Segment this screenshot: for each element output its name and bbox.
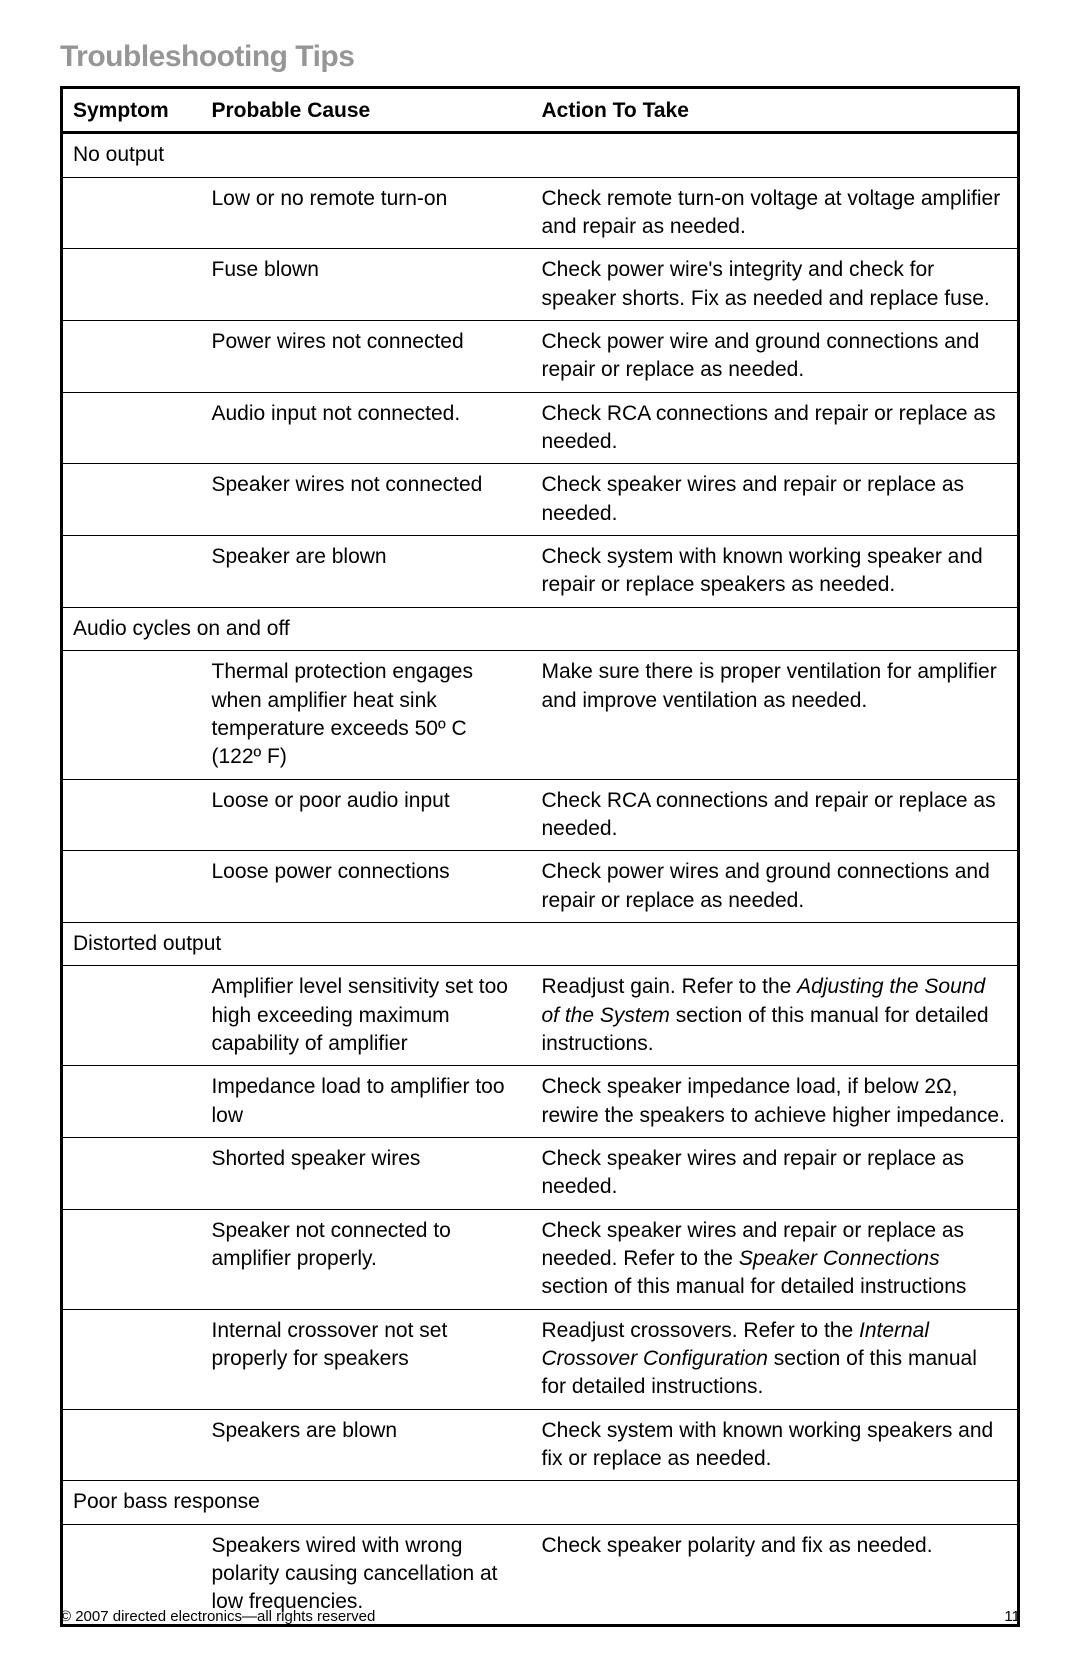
symptom-cell: [62, 177, 202, 249]
cause-cell: Fuse blown: [202, 249, 532, 321]
symptom-cell: [62, 1066, 202, 1138]
table-row: Shorted speaker wiresCheck speaker wires…: [62, 1137, 1019, 1209]
header-action: Action To Take: [532, 88, 1019, 133]
header-symptom: Symptom: [62, 88, 202, 133]
footer-copyright: © 2007 directed electronics—all rights r…: [60, 1608, 375, 1625]
symptom-cell: [62, 321, 202, 393]
action-cell: Check system with known working speaker …: [532, 536, 1019, 608]
symptom-cell: Audio cycles on and off: [62, 607, 1019, 650]
cause-cell: Power wires not connected: [202, 321, 532, 393]
cause-cell: Speaker not connected to amplifier prope…: [202, 1209, 532, 1309]
action-cell: Check speaker wires and repair or replac…: [532, 1209, 1019, 1309]
table-row: Speakers are blownCheck system with know…: [62, 1409, 1019, 1481]
manual-section-reference: Internal Crossover Configuration: [542, 1319, 930, 1370]
table-row: Fuse blownCheck power wire's integrity a…: [62, 249, 1019, 321]
symptom-cell: [62, 1309, 202, 1409]
symptom-cell: [62, 464, 202, 536]
symptom-cell: Poor bass response: [62, 1481, 1019, 1524]
action-cell: Check power wire and ground connections …: [532, 321, 1019, 393]
table-row: Audio input not connected.Check RCA conn…: [62, 392, 1019, 464]
cause-cell: Speakers are blown: [202, 1409, 532, 1481]
table-row: Loose power connectionsCheck power wires…: [62, 851, 1019, 923]
cause-cell: Loose or poor audio input: [202, 779, 532, 851]
action-cell: Check speaker wires and repair or replac…: [532, 464, 1019, 536]
table-section-row: Audio cycles on and off: [62, 607, 1019, 650]
action-cell: Make sure there is proper ventilation fo…: [532, 651, 1019, 779]
action-cell: Readjust gain. Refer to the Adjusting th…: [532, 966, 1019, 1066]
table-row: Speaker not connected to amplifier prope…: [62, 1209, 1019, 1309]
action-cell: Check power wires and ground connections…: [532, 851, 1019, 923]
cause-cell: Amplifier level sensitivity set too high…: [202, 966, 532, 1066]
table-row: Amplifier level sensitivity set too high…: [62, 966, 1019, 1066]
cause-cell: Low or no remote turn-on: [202, 177, 532, 249]
action-cell: Check RCA connections and repair or repl…: [532, 392, 1019, 464]
cause-cell: Speaker are blown: [202, 536, 532, 608]
action-cell: Check RCA connections and repair or repl…: [532, 779, 1019, 851]
table-section-row: No output: [62, 133, 1019, 177]
action-cell: Check power wire's integrity and check f…: [532, 249, 1019, 321]
cause-cell: Speaker wires not connected: [202, 464, 532, 536]
troubleshooting-table: Symptom Probable Cause Action To Take No…: [60, 86, 1020, 1627]
action-cell: Check system with known working speakers…: [532, 1409, 1019, 1481]
cause-cell: Shorted speaker wires: [202, 1137, 532, 1209]
symptom-cell: [62, 779, 202, 851]
table-header-row: Symptom Probable Cause Action To Take: [62, 88, 1019, 133]
cause-cell: Internal crossover not set properly for …: [202, 1309, 532, 1409]
table-section-row: Distorted output: [62, 922, 1019, 965]
symptom-cell: No output: [62, 133, 1019, 177]
manual-section-reference: Speaker Connections: [739, 1247, 940, 1270]
table-row: Loose or poor audio inputCheck RCA conne…: [62, 779, 1019, 851]
symptom-cell: [62, 1209, 202, 1309]
table-row: Internal crossover not set properly for …: [62, 1309, 1019, 1409]
page-title: Troubleshooting Tips: [60, 40, 1020, 74]
cause-cell: Impedance load to amplifier too low: [202, 1066, 532, 1138]
table-section-row: Poor bass response: [62, 1481, 1019, 1524]
symptom-cell: [62, 851, 202, 923]
action-cell: Check remote turn-on voltage at voltage …: [532, 177, 1019, 249]
table-row: Thermal protection engages when amplifie…: [62, 651, 1019, 779]
symptom-cell: Distorted output: [62, 922, 1019, 965]
cause-cell: Loose power connections: [202, 851, 532, 923]
table-row: Impedance load to amplifier too lowCheck…: [62, 1066, 1019, 1138]
action-cell: Readjust crossovers. Refer to the Intern…: [532, 1309, 1019, 1409]
table-row: Low or no remote turn-onCheck remote tur…: [62, 177, 1019, 249]
cause-cell: Thermal protection engages when amplifie…: [202, 651, 532, 779]
header-cause: Probable Cause: [202, 88, 532, 133]
manual-section-reference: Adjusting the Sound of the System: [542, 975, 986, 1026]
symptom-cell: [62, 651, 202, 779]
symptom-cell: [62, 1409, 202, 1481]
footer-page-number: 11: [1004, 1608, 1020, 1625]
action-cell: Check speaker impedance load, if below 2…: [532, 1066, 1019, 1138]
table-row: Speaker wires not connectedCheck speaker…: [62, 464, 1019, 536]
table-row: Speaker are blownCheck system with known…: [62, 536, 1019, 608]
cause-cell: Audio input not connected.: [202, 392, 532, 464]
action-cell: Check speaker wires and repair or replac…: [532, 1137, 1019, 1209]
symptom-cell: [62, 392, 202, 464]
symptom-cell: [62, 966, 202, 1066]
symptom-cell: [62, 536, 202, 608]
table-row: Power wires not connectedCheck power wir…: [62, 321, 1019, 393]
symptom-cell: [62, 1137, 202, 1209]
page-footer: © 2007 directed electronics—all rights r…: [60, 1608, 1020, 1625]
symptom-cell: [62, 249, 202, 321]
